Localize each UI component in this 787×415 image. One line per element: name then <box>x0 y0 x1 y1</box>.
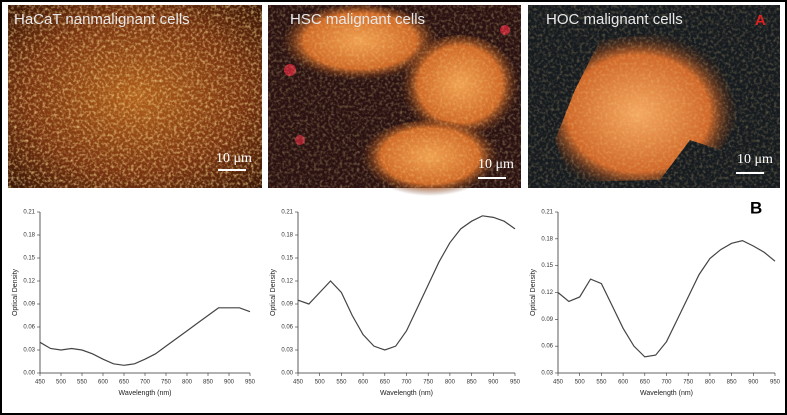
x-tick-label: 800 <box>182 380 193 386</box>
panel-label: HSC malignant cells <box>290 11 425 28</box>
spectrum-line <box>39 307 251 366</box>
x-tick-label: 750 <box>423 380 434 386</box>
x-tick-label: 500 <box>315 380 326 386</box>
y-tick-label: 0.21 <box>281 210 293 216</box>
spectrum-line <box>297 215 516 351</box>
x-tick-label: 450 <box>35 380 46 386</box>
x-tick-label: 450 <box>293 380 304 386</box>
scale-bar-label: 10 μm <box>216 151 252 166</box>
x-tick-label: 500 <box>56 380 67 386</box>
y-tick-label: 0.00 <box>281 371 293 377</box>
x-tick-label: 850 <box>203 380 214 386</box>
y-tick-label: 0.03 <box>541 371 553 377</box>
y-tick-label: 0.06 <box>281 325 293 331</box>
y-tick-label: 0.15 <box>541 263 553 269</box>
x-tick-label: 900 <box>748 380 759 386</box>
x-tick-label: 700 <box>661 380 672 386</box>
x-tick-label: 700 <box>401 380 412 386</box>
x-axis-label: Wavelength (nm) <box>118 390 171 397</box>
x-tick-label: 850 <box>727 380 738 386</box>
scale-bar-label: 10 μm <box>478 157 514 172</box>
spectrum-line <box>557 239 776 358</box>
x-tick-label: 550 <box>336 380 347 386</box>
y-tick-label: 0.03 <box>281 348 293 354</box>
y-axis-label: Optical Density <box>270 268 277 316</box>
x-tick-label: 750 <box>683 380 694 386</box>
x-tick-label: 600 <box>98 380 109 386</box>
x-tick-label: 950 <box>510 380 521 386</box>
x-tick-label: 900 <box>488 380 499 386</box>
x-tick-label: 600 <box>618 380 629 386</box>
scale-bar-label: 10 μm <box>737 152 773 167</box>
x-tick-label: 550 <box>77 380 88 386</box>
y-tick-label: 0.12 <box>281 279 293 285</box>
y-tick-label: 0.06 <box>23 325 35 331</box>
y-tick-label: 0.09 <box>281 302 293 308</box>
y-tick-label: 0.15 <box>281 256 293 262</box>
x-axis-label: Wavelength (nm) <box>640 390 693 397</box>
x-tick-label: 450 <box>553 380 564 386</box>
y-tick-label: 0.18 <box>281 233 293 239</box>
y-tick-label: 0.21 <box>541 210 553 216</box>
x-tick-label: 950 <box>770 380 781 386</box>
x-tick-label: 600 <box>358 380 369 386</box>
y-tick-label: 0.21 <box>23 210 35 216</box>
x-tick-label: 950 <box>245 380 256 386</box>
y-tick-label: 0.06 <box>541 344 553 350</box>
x-tick-label: 850 <box>467 380 478 386</box>
y-tick-label: 0.09 <box>23 302 35 308</box>
panel-letter: B <box>750 198 762 217</box>
x-tick-label: 800 <box>705 380 716 386</box>
x-tick-label: 650 <box>380 380 391 386</box>
y-tick-label: 0.03 <box>23 348 35 354</box>
x-tick-label: 750 <box>161 380 172 386</box>
x-tick-label: 800 <box>445 380 456 386</box>
micrograph: HSC malignant cells 10 μm <box>268 5 521 200</box>
x-tick-label: 650 <box>119 380 130 386</box>
x-axis-label: Wavelength (nm) <box>380 390 433 397</box>
y-tick-label: 0.18 <box>23 233 35 239</box>
panel-label: HaCaT nanmalignant cells <box>14 11 190 28</box>
x-tick-label: 550 <box>596 380 607 386</box>
x-tick-label: 700 <box>140 380 151 386</box>
y-tick-label: 0.12 <box>23 279 35 285</box>
y-tick-label: 0.12 <box>541 290 553 296</box>
panel-letter: A <box>755 12 766 29</box>
y-tick-label: 0.15 <box>23 256 35 262</box>
y-tick-label: 0.00 <box>23 371 35 377</box>
y-axis-label: Optical Density <box>12 268 19 316</box>
x-tick-label: 650 <box>640 380 651 386</box>
y-axis-label: Optical Density <box>530 268 537 316</box>
y-tick-label: 0.18 <box>541 236 553 242</box>
y-tick-label: 0.09 <box>541 317 553 323</box>
panel-label: HOC malignant cells <box>546 11 683 28</box>
micrograph: HOC malignant cells A 10 μm <box>528 5 780 188</box>
x-tick-label: 500 <box>575 380 586 386</box>
x-tick-label: 900 <box>224 380 235 386</box>
micrograph: HaCaT nanmalignant cells 10 μm <box>8 5 262 188</box>
